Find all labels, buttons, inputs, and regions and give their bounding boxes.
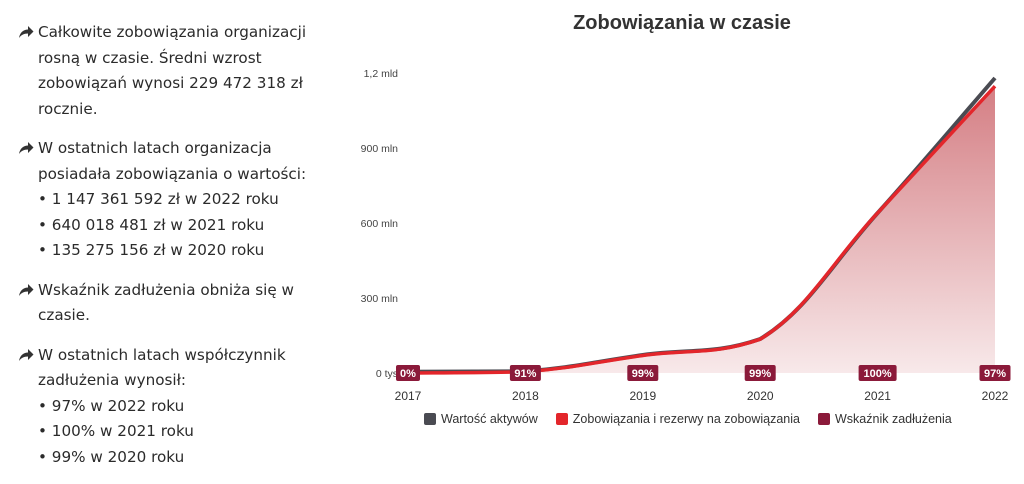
ratio-badge: [979, 365, 1011, 381]
legend-label: Zobowiązania i rezerwy na zobowiązania: [572, 412, 800, 426]
summary-bullet-ratio-trend: Wskaźnik zadłużenia obniża się w czasie.: [18, 278, 318, 329]
list-item: • 1 147 361 592 zł w 2022 roku: [38, 190, 279, 208]
share-arrow-icon: [18, 282, 38, 329]
ratio-label: 100%: [864, 368, 892, 380]
summary-bullet-ratio-values: W ostatnich latach współczynnik zadłużen…: [18, 343, 318, 471]
y-tick-label: 900 mln: [361, 143, 399, 155]
x-tick-label: 2020: [747, 389, 774, 403]
ratio-badge: [396, 365, 420, 381]
ratio-badge: [744, 365, 776, 381]
ratio-label: 91%: [514, 368, 536, 380]
list-item: • 100% w 2021 roku: [38, 422, 194, 440]
legend-swatch-liabilities: [555, 413, 568, 425]
share-arrow-icon: [18, 347, 38, 471]
legend-item-ratio[interactable]: Wskaźnik zadłużenia: [818, 412, 952, 426]
ratio-label: 99%: [749, 368, 771, 380]
legend-label: Wartość aktywów: [441, 412, 538, 426]
x-tick-label: 2022: [982, 389, 1009, 403]
summary-text: Całkowite zobowiązania organizacji rosną…: [38, 23, 307, 118]
ratio-badge: [509, 365, 541, 381]
chart-svg: 0 tys 300 mln 600 mln 900 mln 1,2 mld 2017 201…: [361, 68, 1011, 403]
chart-legend: Wartość aktywów Zobowiązania i rezerwy n…: [424, 412, 952, 426]
summary-text: W ostatnich latach współczynnik zadłużen…: [38, 345, 286, 390]
summary-text: W ostatnich latach organizacja posiadała…: [38, 139, 307, 183]
y-tick-label: 300 mln: [361, 293, 399, 305]
ratio-label: 97%: [984, 368, 1006, 380]
share-arrow-icon: [18, 140, 38, 264]
x-tick-label: 2017: [395, 389, 422, 403]
legend-swatch-ratio: [818, 413, 830, 425]
x-tick-label: 2019: [629, 389, 656, 403]
chart-container: Zobowiązania w czasie 0 tys 300 mln 600 ml…: [340, 0, 1024, 476]
share-arrow-icon: [18, 24, 38, 122]
ratio-badge: [858, 365, 897, 381]
legend-item-liabilities[interactable]: Zobowiązania i rezerwy na zobowiązania: [555, 412, 800, 426]
summary-text: Wskaźnik zadłużenia obniża się w czasie.: [38, 280, 294, 325]
list-item: • 135 275 156 zł w 2020 roku: [38, 241, 265, 259]
y-tick-label: 600 mln: [361, 218, 399, 230]
y-tick-label: 0 tys: [376, 368, 398, 380]
ratio-label: 99%: [632, 368, 654, 380]
ratio-badge: [627, 365, 659, 381]
liabilities-area: [408, 86, 995, 373]
chart-title: Zobowiązania w czasie: [573, 12, 791, 34]
list-item: • 99% w 2020 roku: [38, 447, 185, 466]
legend-label: Wskaźnik zadłużenia: [835, 412, 952, 426]
list-item: • 97% w 2022 roku: [38, 396, 185, 415]
legend-item-assets[interactable]: Wartość aktywów: [424, 412, 538, 426]
ratio-label: 0%: [400, 368, 416, 380]
list-item: • 640 018 481 zł w 2021 roku: [38, 215, 265, 234]
legend-swatch-assets: [424, 413, 436, 425]
x-tick-label: 2021: [864, 389, 891, 403]
summary-bullet-values: W ostatnich latach organizacja posiadała…: [18, 136, 318, 264]
summary-panel: Całkowite zobowiązania organizacji rosną…: [18, 20, 318, 484]
x-tick-label: 2018: [512, 389, 539, 403]
summary-bullet-growth: Całkowite zobowiązania organizacji rosną…: [18, 20, 318, 122]
y-tick-label: 1,2 mld: [364, 68, 399, 80]
